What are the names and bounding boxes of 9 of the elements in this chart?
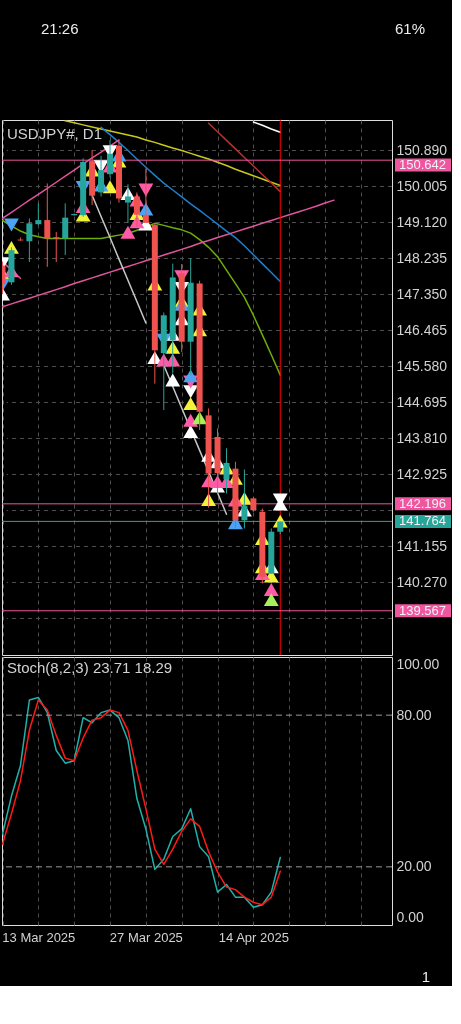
chart-title: Stoch(8,2,3) 23.71 18.29 [7,659,173,676]
x-tick-label: 14 Apr 2025 [218,929,289,945]
y-tick-label: 80.00 [396,706,432,723]
y-tick-label: 0.00 [396,908,424,925]
x-tick-label: 27 Mar 2025 [109,929,183,945]
y-tick-label: 20.00 [396,858,432,875]
x-tick-label: 13 Mar 2025 [2,929,76,945]
y-tick-label: 100.00 [396,656,440,673]
text: 1 [421,968,431,985]
